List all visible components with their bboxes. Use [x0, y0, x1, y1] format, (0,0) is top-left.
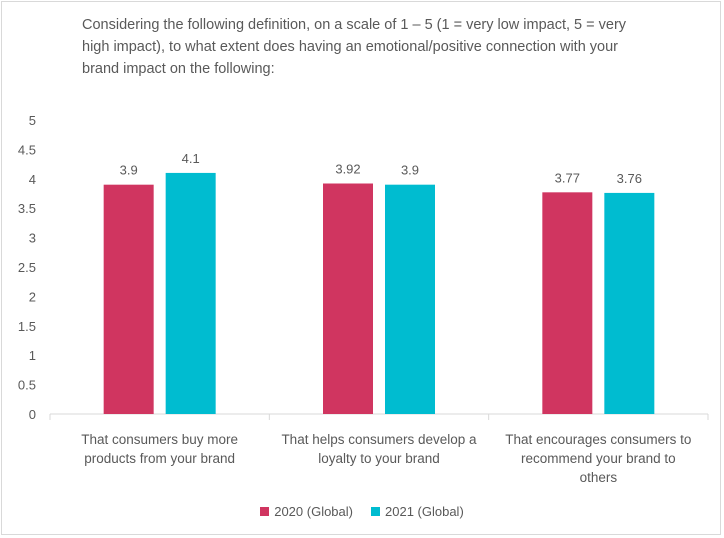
legend: 2020 (Global) 2021 (Global): [2, 504, 722, 519]
y-tick-label-9: 4.5: [18, 142, 36, 157]
bar-2-0: [542, 192, 593, 414]
data-label-1-0: 3.92: [335, 162, 360, 177]
legend-label-2020: 2020 (Global): [274, 504, 353, 519]
legend-swatch-2021: [371, 507, 380, 516]
y-tick-label-8: 4: [29, 172, 36, 187]
bar-1-0: [323, 183, 373, 414]
y-tick-label-10: 5: [29, 113, 36, 128]
y-tick-label-5: 2.5: [18, 260, 36, 275]
x-category-label-2-1: recommend your brand to: [521, 451, 676, 466]
legend-label-2021: 2021 (Global): [385, 504, 464, 519]
x-category-label-0-0: That consumers buy more: [81, 432, 238, 447]
y-tick-label-1: 0.5: [18, 378, 36, 393]
legend-item-2021: 2021 (Global): [371, 504, 464, 519]
y-tick-label-4: 2: [29, 289, 36, 304]
data-label-0-1: 4.1: [182, 151, 200, 166]
bar-0-0: [103, 184, 154, 414]
bar-1-1: [385, 184, 435, 414]
x-category-label-1-0: That helps consumers develop a: [281, 432, 477, 447]
chart-title: Considering the following definition, on…: [82, 17, 627, 77]
data-label-1-1: 3.9: [401, 163, 419, 178]
data-label-0-0: 3.9: [120, 163, 138, 178]
x-category-label-2-2: others: [580, 470, 618, 485]
bar-0-1: [165, 172, 216, 414]
legend-item-2020: 2020 (Global): [260, 504, 353, 519]
x-category-label-2-0: That encourages consumers to: [505, 432, 691, 447]
y-tick-label-3: 1.5: [18, 319, 36, 334]
x-category-label-0-1: products from your brand: [84, 451, 235, 466]
bar-2-1: [604, 192, 655, 414]
legend-swatch-2020: [260, 507, 270, 516]
x-category-label-1-1: loyalty to your brand: [318, 451, 440, 466]
y-tick-label-0: 0: [29, 407, 36, 422]
data-label-2-0: 3.77: [555, 170, 580, 185]
y-tick-label-6: 3: [29, 231, 36, 246]
y-tick-label-2: 1: [29, 348, 36, 363]
data-label-2-1: 3.76: [617, 171, 642, 186]
y-tick-label-7: 3.5: [18, 201, 36, 216]
